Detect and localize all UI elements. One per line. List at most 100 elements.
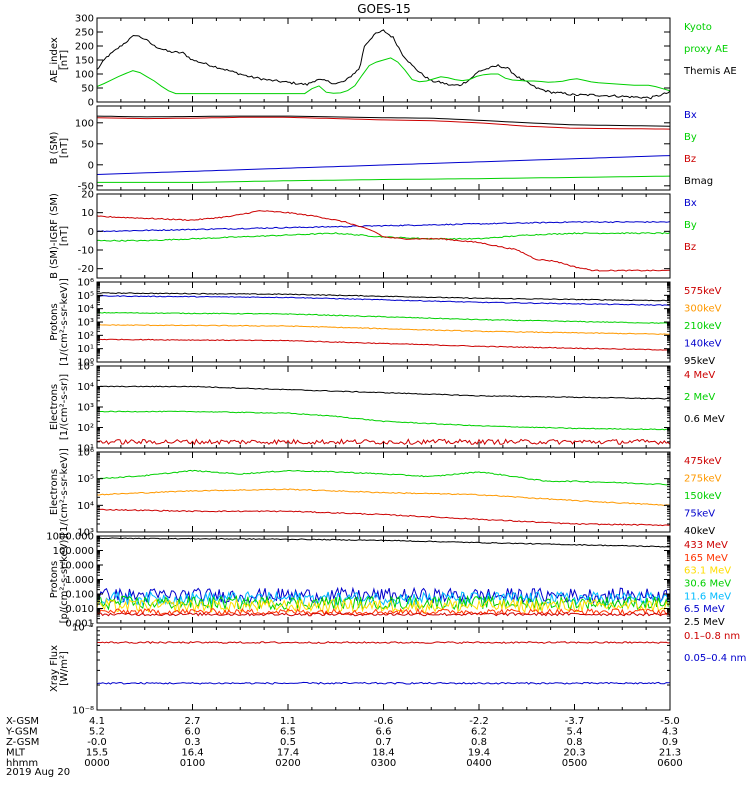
ephemeris-value: -0.6: [374, 716, 394, 727]
y-axis-label: B (SM)[nT]: [49, 131, 70, 164]
y-axis-label-line: [W/m²]: [59, 651, 70, 686]
y-axis-label: Protons[p/(cm²-s-sr-keV)]: [49, 536, 70, 624]
legend-entry: proxy AE: [684, 44, 728, 55]
ephemeris-value: 19.4: [468, 748, 490, 759]
series-group: [97, 385, 670, 446]
legend-entry: 150keV: [684, 491, 722, 502]
ephemeris-value: 0.8: [471, 737, 487, 748]
ephemeris-value: 6.0: [185, 727, 201, 738]
legend-entry: By: [684, 220, 697, 231]
series-line-0-6-mev: [97, 385, 670, 400]
legend-entry: Themis AE: [683, 66, 737, 77]
y-tick-label: 50: [81, 139, 94, 150]
legend-entry: By: [684, 132, 697, 143]
y-tick-label: -10: [78, 246, 94, 257]
series-line-themis-ae: [97, 29, 670, 100]
y-axis-label-line: Electrons: [49, 384, 60, 430]
y-tick-label: 300: [75, 14, 94, 25]
legend-entry: Bx: [684, 110, 697, 121]
ephemeris-value: 5.4: [567, 727, 583, 738]
series-line-63-1-mev: [97, 597, 670, 615]
series-line-bx: [97, 155, 670, 175]
ephemeris-value: 0.3: [185, 737, 201, 748]
y-tick-label: 10⁵: [77, 291, 94, 302]
y-tick-label: 0: [88, 98, 94, 109]
legend-entry: 210keV: [684, 321, 722, 332]
y-tick-label: 150: [75, 56, 94, 67]
y-axis-label: AE_index[nT]: [49, 37, 70, 83]
panel-frame: [96, 626, 671, 711]
series-line-11-6-mev: [97, 590, 670, 607]
y-axis-label-line: [nT]: [59, 138, 70, 158]
y-axis-label-line: Xray Flux: [49, 645, 60, 692]
ephemeris-value: 0.7: [376, 737, 392, 748]
legend-entry: 63.1 MeV: [684, 566, 731, 577]
y-tick-label: 100.000: [53, 546, 94, 557]
series-line-2-mev: [97, 410, 670, 431]
ephemeris-value: 17.4: [277, 748, 299, 759]
series-line-95kev: [97, 292, 670, 302]
y-axis-label-line: [1/(cm²-s-sr)]: [59, 374, 70, 440]
ephemeris-label: hhmm: [6, 758, 38, 769]
y-tick-label: 100: [75, 118, 94, 129]
legend-entry: Bmag: [684, 176, 713, 187]
series-line-210kev: [97, 311, 670, 325]
legend-entry: 75keV: [684, 509, 715, 520]
series-line-0-1-0-8-nm: [97, 641, 670, 644]
y-tick-label: 10.000: [59, 561, 94, 572]
series-group: [97, 641, 670, 685]
series-line-30-6-mev: [97, 594, 670, 611]
panel-3: -20 -10 0 10 20 B (SM)-IGRF (SM)[nT] Bx By Bz: [49, 190, 697, 279]
y-axis-label-line: [nT]: [59, 226, 70, 246]
legend-entry: 275keV: [684, 474, 722, 485]
y-tick-label: 0.100: [65, 590, 94, 601]
ephemeris-value: -0.0: [87, 737, 107, 748]
ephemeris-value: 2.7: [185, 716, 201, 727]
series-line-575kev: [97, 338, 670, 351]
series-line-4-mev: [97, 438, 670, 446]
y-axis-label-line: Electrons: [49, 469, 60, 515]
y-tick-label: 10⁻⁸: [72, 706, 94, 717]
y-axis-label-line: [1/(cm²-s-sr-keV)]: [59, 448, 70, 536]
y-axis-label-line: [nT]: [59, 50, 70, 70]
legend-entry: 575keV: [684, 286, 722, 297]
y-axis-label: B (SM)-IGRF (SM)[nT]: [49, 193, 70, 279]
legend-entry: 0.05–0.4 nm: [684, 653, 746, 664]
y-tick-label: -20: [78, 264, 94, 275]
y-tick-label: 200: [75, 42, 94, 53]
y-tick-label: 50: [81, 84, 94, 95]
series-line-150kev: [97, 469, 670, 486]
ephemeris-value: 0.5: [280, 737, 296, 748]
ephemeris-label: Z-GSM: [6, 737, 39, 748]
y-tick-label: 10⁻⁷: [72, 623, 94, 634]
series-group: [97, 210, 670, 272]
ephemeris-value: 0500: [562, 758, 587, 769]
ephemeris-value: 0.9: [662, 737, 678, 748]
y-axis-label-line: Protons: [49, 561, 60, 598]
legend-entry: Bz: [684, 242, 696, 253]
panel-2: -50 0 50 100 B (SM)[nT] Bx By Bz Bmag: [49, 105, 713, 192]
y-axis-label-line: AE_index: [49, 37, 60, 83]
ephemeris-value: 0300: [371, 758, 396, 769]
panel-6: 10³ 10⁴ 10⁵ 10⁶ Electrons[1/(cm²-s-sr-keV)] 4…: [49, 448, 722, 539]
y-tick-label: 1000.000: [46, 532, 94, 543]
ephemeris-value: 16.4: [181, 748, 203, 759]
legend-entry: 475keV: [684, 456, 722, 467]
y-tick-label: 10⁴: [77, 501, 94, 512]
ephemeris-table: X-GSM 4.1 2.7 1.1 -0.6 -2.2 -3.7 -5.0 Y-GSM 5.2 6.…: [5, 716, 683, 769]
ephemeris-value: 0600: [657, 758, 682, 769]
series-line-475kev: [97, 508, 670, 527]
panel-5: 10¹ 10² 10³ 10⁴ 10⁵ Electrons[1/(cm²-s-sr)] 4 …: [49, 362, 725, 455]
ephemeris-value: 0000: [84, 758, 109, 769]
series-line-by: [97, 175, 670, 183]
y-tick-label: 10⁵: [77, 474, 94, 485]
panel-7: 0.001 0.010 0.100 1.000 10.000 100.000 1000.00…: [46, 532, 731, 630]
date-label: 2019 Aug 20: [6, 767, 70, 778]
ephemeris-value: -5.0: [660, 716, 680, 727]
series-line-275kev: [97, 488, 670, 507]
panel-4: 10⁰ 10¹ 10² 10³ 10⁴ 10⁵ 10⁶ Protons[1/(cm²-s-sr…: [49, 278, 722, 369]
ephemeris-value: 0.8: [567, 737, 583, 748]
y-tick-label: 10³: [77, 403, 94, 414]
legend-entry: 300keV: [684, 304, 722, 315]
